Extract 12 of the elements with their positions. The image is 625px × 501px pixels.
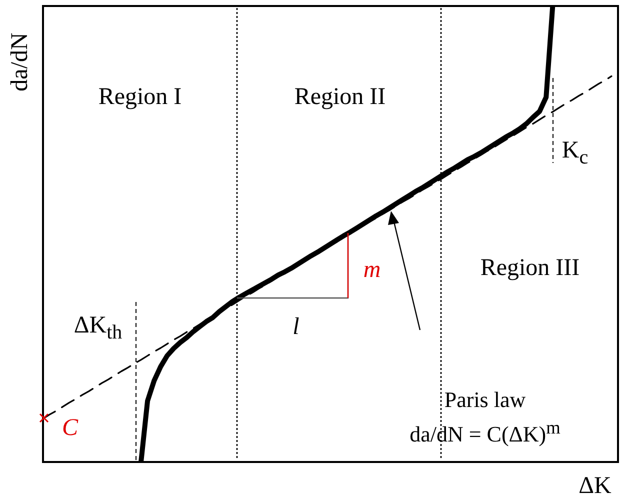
annotation: Paris law <box>444 387 526 412</box>
annotation: Region II <box>294 84 386 110</box>
annotation: K$_{c}$ <box>562 138 588 168</box>
annotation: ΔK$_{th}$ <box>74 312 122 344</box>
annotation: da/dN = C(ΔK)$^{m}$ <box>410 417 560 447</box>
x-axis-title: ΔK <box>578 473 612 499</box>
annotation: Region I <box>98 84 182 110</box>
annotation: Region III <box>480 255 580 281</box>
y-axis-title: da/dN <box>7 32 33 92</box>
annotation: C <box>62 415 78 441</box>
annotation: m <box>363 257 381 283</box>
annotation: l <box>292 314 300 340</box>
